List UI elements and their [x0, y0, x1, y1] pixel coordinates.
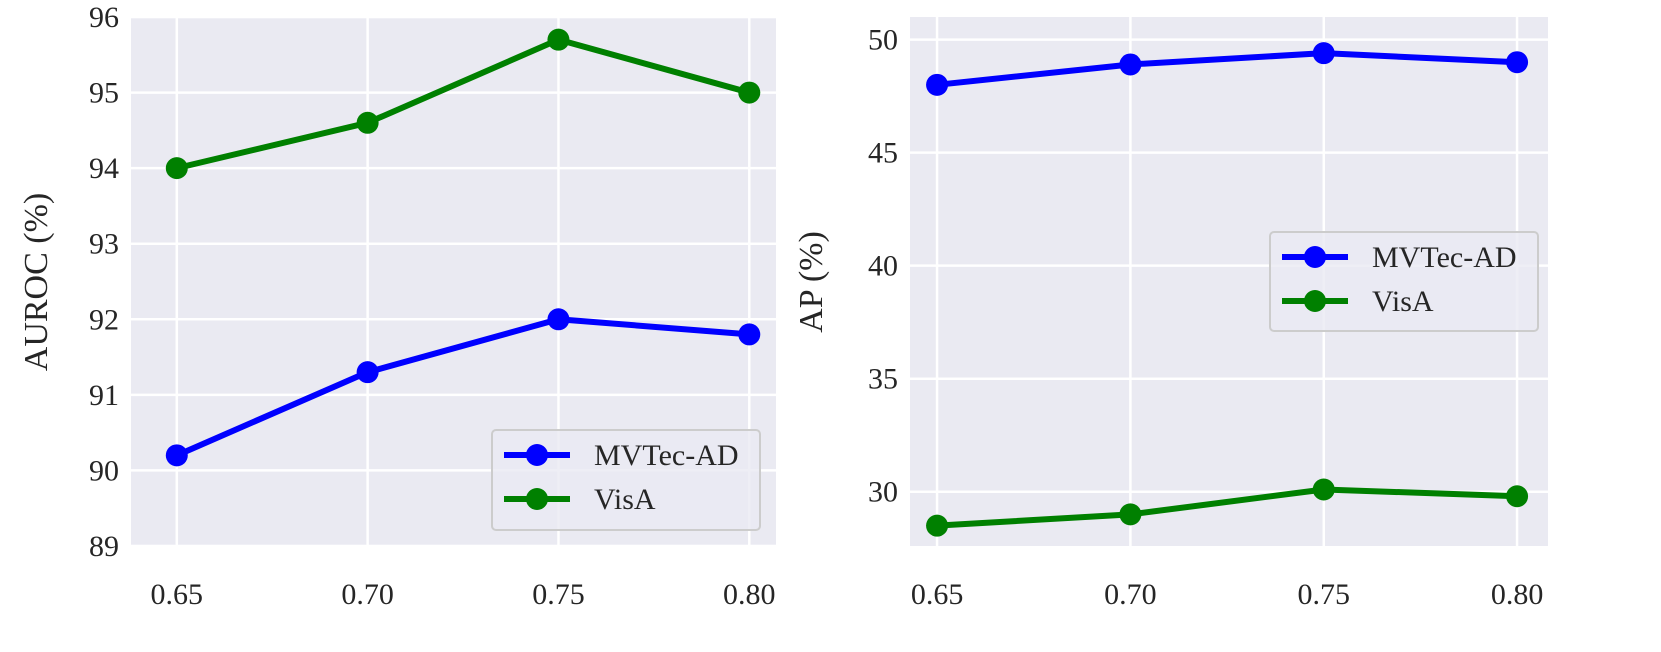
series-visa: [926, 478, 1529, 537]
y-tick-label: 90: [89, 454, 119, 487]
series-mvtec-ad: [926, 42, 1529, 96]
x-tick-label: 0.80: [723, 578, 776, 611]
x-tick-label: 0.80: [1491, 578, 1544, 611]
y-tick-label: 94: [89, 152, 119, 185]
legend: MVTec-AD VisA: [1269, 231, 1539, 332]
y-tick-label: 35: [868, 363, 898, 396]
legend-label: VisA: [1372, 285, 1434, 318]
data-point: [356, 361, 379, 384]
data-point: [356, 111, 379, 134]
data-point: [1119, 53, 1142, 76]
legend-label: VisA: [594, 483, 656, 516]
data-point: [926, 73, 949, 96]
series-line: [175, 316, 750, 459]
series-mvtec-ad: [165, 308, 761, 467]
data-point: [1119, 503, 1142, 526]
data-point: [165, 157, 188, 180]
data-point: [1506, 485, 1529, 508]
data-point: [547, 28, 570, 51]
series-line: [176, 36, 751, 172]
data-point: [738, 323, 761, 346]
x-tick-label: 0.70: [1104, 578, 1157, 611]
legend: MVTec-AD VisA: [491, 429, 761, 531]
chart-2: 0.65 0.70 0.75 0.80 30 35 40 45 50 AP (%) MVTec-AD…: [793, 17, 1548, 611]
series-visa: [165, 28, 761, 180]
legend-swatch-marker: [1304, 246, 1326, 268]
y-tick-label: 93: [89, 228, 119, 261]
x-tick-label: 0.70: [341, 578, 394, 611]
data-point: [1312, 42, 1335, 65]
y-tick-label: 91: [89, 379, 119, 412]
series-line: [936, 50, 1518, 88]
y-tick-label: 30: [868, 476, 898, 509]
y-tick-label: 45: [868, 137, 898, 170]
data-point: [547, 308, 570, 331]
y-tick-label: 95: [89, 77, 119, 110]
legend-label: MVTec-AD: [594, 439, 739, 472]
x-tick-label: 0.65: [151, 578, 204, 611]
y-tick-label: 40: [868, 250, 898, 283]
legend-label: MVTec-AD: [1372, 241, 1517, 274]
series-line: [936, 486, 1518, 529]
y-axis-label: AUROC (%): [18, 193, 55, 371]
data-point: [165, 444, 188, 467]
x-tick-label: 0.65: [911, 578, 964, 611]
y-axis-label: AP (%): [793, 231, 830, 333]
chart-1: 0.65 0.70 0.75 0.80 89 90 91 92 93 94 95 96 AUROC (%…: [18, 1, 776, 611]
data-point: [738, 81, 761, 104]
legend-swatch-marker: [526, 488, 548, 510]
y-tick-label: 89: [89, 530, 119, 563]
x-tick-label: 0.75: [1297, 578, 1350, 611]
legend-swatch-marker: [526, 444, 548, 466]
data-point: [1506, 51, 1529, 74]
x-tick-label: 0.75: [532, 578, 585, 611]
y-tick-label: 92: [89, 303, 119, 336]
legend-swatch-marker: [1304, 290, 1326, 312]
data-point: [926, 514, 949, 537]
y-tick-label: 50: [868, 24, 898, 57]
data-point: [1312, 478, 1335, 501]
y-tick-label: 96: [89, 1, 119, 34]
